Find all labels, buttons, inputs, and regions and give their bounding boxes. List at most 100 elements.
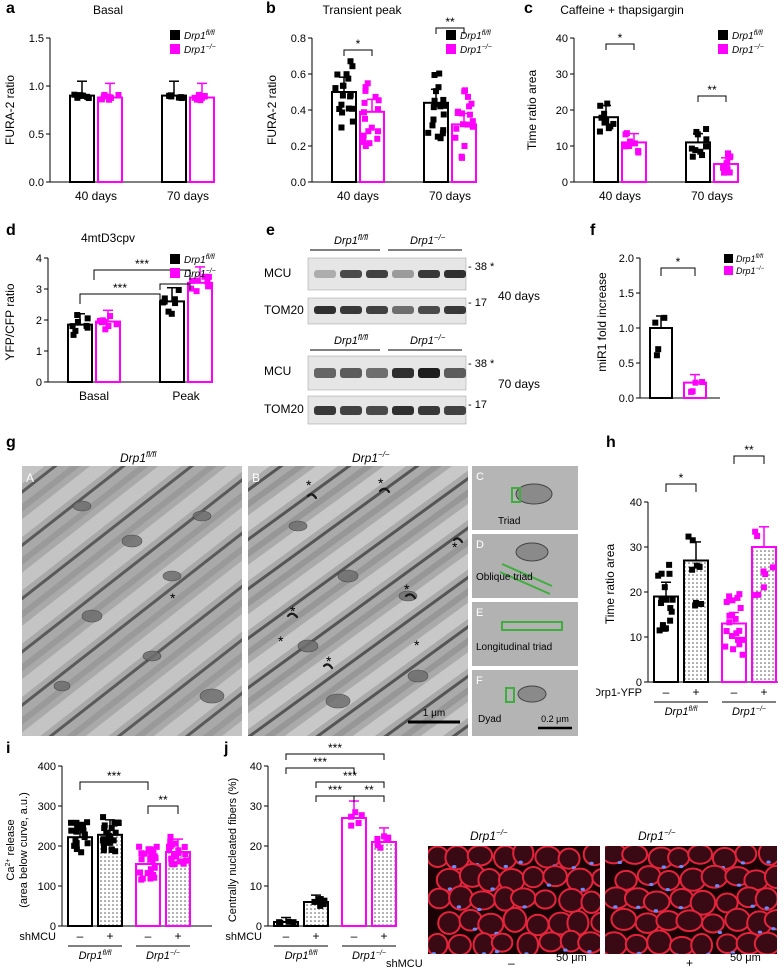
legend-f-ctrl-label: Drp1fl/fl bbox=[736, 254, 764, 264]
chart-b-ctrl-1-pt-9 bbox=[434, 133, 441, 140]
em-scale-inset-label: 0.2 μm bbox=[541, 714, 569, 724]
chart-h-sig-1-bracket bbox=[733, 455, 765, 464]
chart-h-ytick-label-0: 0 bbox=[636, 677, 642, 689]
chart-b-ko-0-pt-17 bbox=[361, 115, 368, 122]
wb-tom40-band-2 bbox=[366, 306, 388, 314]
em-inset-e-label: Longitudinal triad bbox=[476, 642, 552, 653]
wb-tom40-band-4 bbox=[418, 306, 440, 314]
chart-c-ctrl-1-pt-3 bbox=[703, 143, 710, 150]
micro-right-nucleus-1-1 bbox=[649, 882, 654, 887]
chart-i-ytick-label-4: 400 bbox=[38, 761, 56, 773]
chart-j-ytick-label-1: 10 bbox=[250, 881, 262, 893]
chart-i-pts-2-pt-21 bbox=[150, 849, 157, 856]
chart-i-pts-1-pt-16 bbox=[99, 837, 106, 844]
chart-i-sig-1-bracket bbox=[147, 805, 179, 814]
chart-c-ctrl-0-pt-4 bbox=[597, 102, 604, 109]
chart-d-ylabel: YFP/CFP ratio bbox=[3, 283, 17, 360]
chart-c-ctrl-1-pt-4 bbox=[693, 128, 700, 135]
chart-h-pts-0-pt-7 bbox=[667, 605, 674, 612]
chart-b-sig-0-bracket bbox=[343, 49, 373, 56]
chart-c-ctrl-1-pt-5 bbox=[689, 153, 696, 160]
em-star-b4: * bbox=[404, 581, 410, 597]
chart-b-ctrl-0-pt-15 bbox=[349, 118, 356, 125]
wb-mcu70-band-2 bbox=[366, 368, 388, 378]
chart-d-sig-1-label: *** bbox=[135, 257, 149, 271]
chart-b-ko-0-pt-5 bbox=[374, 128, 381, 135]
chart-h-pts-0-pt-6 bbox=[666, 561, 673, 568]
chart-b-ctrl-0-pt-10 bbox=[339, 109, 346, 116]
micro-left-cell-2-5 bbox=[533, 889, 557, 910]
chart-h-pts-3-pt-6 bbox=[760, 568, 767, 575]
chart-j-sig-0-bracket bbox=[285, 753, 385, 760]
chart-b-ko-1-pt-16 bbox=[461, 88, 468, 95]
micro-left-cell-3-3 bbox=[502, 906, 528, 933]
chart-j-ylabel: Centrally nucleated fibers (%) bbox=[227, 778, 239, 922]
chart-i-pts-1-pt-9 bbox=[100, 814, 107, 821]
panel-label-a: a bbox=[6, 0, 15, 17]
micro-right-nucleus-0-2 bbox=[661, 865, 667, 869]
micro-right-nucleus-3-4 bbox=[717, 930, 723, 935]
wb-mw-mcu-40: - 38 * bbox=[468, 261, 495, 273]
chart-b-ko-0-pt-1 bbox=[364, 80, 371, 87]
chart-j-pts-2-pt-2 bbox=[348, 822, 355, 829]
chart-h-pts-0-pt-8 bbox=[658, 596, 665, 603]
chart-i-pts-2-pt-20 bbox=[151, 874, 158, 881]
chart-d-ko-1-pt-0 bbox=[188, 285, 195, 292]
wb-age-40: 40 days bbox=[498, 289, 540, 303]
chart-j-group-ctrl-label: Drp1fl/fl bbox=[285, 950, 318, 962]
chart-b-ctrl-1-pt-6 bbox=[439, 130, 446, 137]
wb-tom70-band-2 bbox=[366, 406, 388, 415]
micro-left-cell-3-7 bbox=[590, 911, 600, 934]
legend-b-ctrl-swatch bbox=[446, 30, 456, 40]
chart-h-pts-0-pt-0 bbox=[656, 627, 663, 634]
micro-left-cell-1-5 bbox=[542, 865, 568, 888]
legend-d-ctrl-label: Drp1fl/fl bbox=[184, 254, 215, 266]
chart-j-ytick-label-0: 0 bbox=[256, 921, 262, 933]
chart-j-ytick-label-2: 20 bbox=[250, 841, 262, 853]
micro-left-nucleus-2-4 bbox=[522, 905, 527, 909]
panel-label-g: g bbox=[6, 434, 16, 451]
chart-b-ctrl-0-pt-11 bbox=[345, 75, 352, 82]
micro-left-cell-4-4 bbox=[516, 931, 540, 954]
chart-a-ko-1-pt-3 bbox=[191, 94, 198, 101]
chart-j-pts-2-pt-0 bbox=[358, 812, 365, 819]
chart-b-ctrl-1-pt-17 bbox=[431, 72, 438, 79]
chart-i-sign-0: – bbox=[77, 929, 84, 943]
chart-f-sig-0-bracket bbox=[660, 267, 696, 276]
chart-b-ko-1-pt-14 bbox=[461, 142, 468, 149]
legend-f-ctrl-swatch bbox=[724, 254, 733, 263]
chart-j-pts-1-pt-4 bbox=[320, 901, 327, 908]
chart-j-pts-2-pt-4 bbox=[352, 809, 359, 816]
chart-d-ctrl-0-pt-4 bbox=[83, 322, 90, 329]
chart-h-pts-1-pt-2 bbox=[689, 537, 696, 544]
chart-b-ctrl-1-pt-12 bbox=[431, 97, 438, 104]
chart-b-ko-0-pt-13 bbox=[365, 128, 372, 135]
wb-tom40-band-5 bbox=[444, 306, 466, 314]
chart-d-ctrl-1-pt-5 bbox=[165, 308, 172, 315]
micro-left-nucleus-1-5 bbox=[546, 883, 552, 887]
micro-right-cell-0-7 bbox=[757, 846, 777, 867]
chart-h-pts-2-pt-19 bbox=[737, 604, 744, 611]
chart-d-ytick-label-0: 0 bbox=[36, 377, 42, 389]
legend-a-ko-label: Drp1−/− bbox=[184, 44, 216, 56]
em-inset-e bbox=[472, 602, 578, 666]
chart-j-pts-1-pt-0 bbox=[311, 898, 318, 905]
chart-j-sign-1: + bbox=[312, 929, 319, 943]
chart-d-ctrl-1-pt-6 bbox=[172, 300, 179, 307]
chart-j-group-ko-label: Drp1−/− bbox=[352, 950, 386, 962]
chart-i-pts-2-pt-9 bbox=[148, 846, 155, 853]
micro-left-cell-2-4 bbox=[510, 887, 537, 909]
chart-b-ctrl-0-pt-3 bbox=[334, 71, 341, 78]
micro-right-cell-3-7 bbox=[763, 908, 777, 931]
micro-sign-left: – bbox=[508, 956, 515, 970]
chart-h-pts-0-pt-4 bbox=[668, 608, 675, 615]
chart-i-pts-2-pt-1 bbox=[145, 846, 152, 853]
chart-b-ctrl-1-pt-7 bbox=[425, 129, 432, 136]
wb-tom40-band-0 bbox=[314, 306, 336, 314]
chart-c-ko-0-pt-7 bbox=[622, 131, 629, 138]
micro-row-label: shMCU bbox=[386, 958, 423, 970]
em-inset-c-label: Triad bbox=[498, 516, 520, 527]
chart-b-ko-1-pt-7 bbox=[466, 103, 473, 110]
micro-left-cell-4-1 bbox=[447, 934, 472, 954]
chart-b-ytick-label-4: 0.8 bbox=[291, 33, 306, 45]
